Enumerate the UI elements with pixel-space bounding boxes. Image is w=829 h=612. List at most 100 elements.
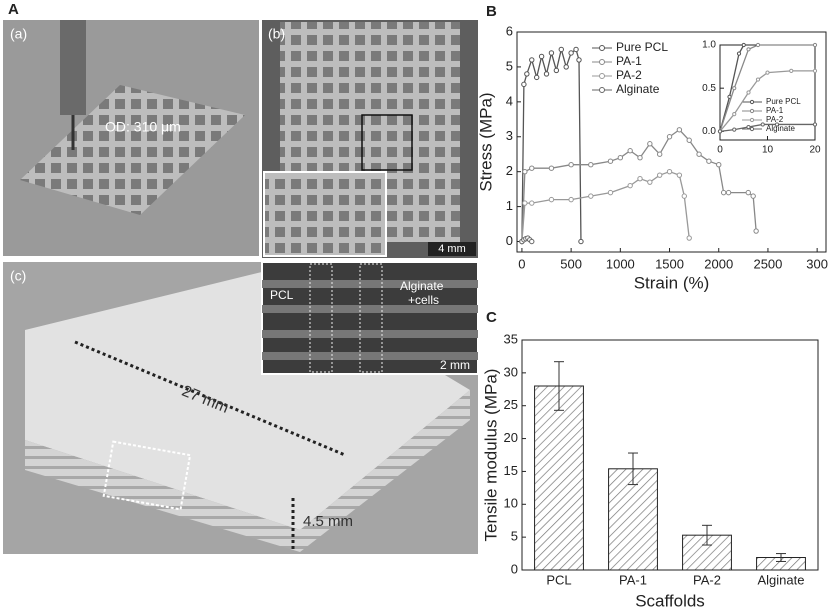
- point: [741, 42, 746, 48]
- point: [732, 111, 737, 117]
- point: [720, 189, 727, 196]
- y-tick-label: 0: [506, 233, 513, 248]
- legend-label: PA-2: [616, 68, 642, 82]
- x-axis-label: Scaffolds: [635, 591, 705, 610]
- legend-label: PA-1: [616, 54, 642, 68]
- x-tick-label: PA-1: [619, 572, 647, 587]
- y-tick-label: 2: [506, 163, 513, 178]
- point: [696, 151, 702, 157]
- point: [617, 155, 624, 161]
- scale-label: 2 mm: [440, 358, 470, 372]
- point: [753, 228, 759, 234]
- point: [676, 127, 683, 133]
- point: [529, 200, 535, 206]
- y-axis-label: Tensile modulus (MPa): [481, 369, 500, 542]
- point: [529, 238, 535, 245]
- point: [637, 175, 643, 182]
- x-tick-label: PA-2: [693, 572, 721, 587]
- y-axis-label: Stress (MPa): [476, 92, 495, 191]
- legend-marker: [749, 117, 755, 123]
- point: [760, 122, 765, 127]
- point: [548, 196, 555, 203]
- point: [647, 141, 653, 147]
- point: [812, 42, 818, 48]
- point: [627, 182, 633, 189]
- point: [522, 168, 528, 175]
- point: [746, 124, 751, 130]
- x-tick-label: 2000: [704, 256, 733, 271]
- panel-label: B: [486, 3, 497, 20]
- point: [732, 86, 737, 91]
- y-tick-label: 30: [504, 364, 518, 379]
- y-tick-label: 5: [511, 529, 518, 544]
- point: [548, 50, 555, 56]
- x-tick-label: PCL: [546, 572, 571, 587]
- point: [576, 57, 582, 63]
- x-tick-label: Alginate: [758, 572, 805, 587]
- bar: [608, 468, 658, 571]
- point: [553, 67, 560, 74]
- legend-marker: [749, 126, 755, 132]
- x-tick-label: 300: [806, 256, 828, 271]
- photo-d: PCL Alginate +cells 2 mm: [261, 261, 479, 375]
- photo-label: (a): [10, 26, 27, 42]
- point: [573, 46, 579, 53]
- point: [607, 158, 614, 164]
- point: [588, 161, 594, 168]
- legend-label: Alginate: [616, 82, 660, 96]
- series-line: [719, 44, 745, 132]
- point: [522, 200, 528, 206]
- point: [676, 172, 683, 178]
- point: [746, 90, 751, 95]
- point: [716, 161, 722, 168]
- point: [647, 179, 653, 185]
- y-tick-label: 3: [506, 128, 513, 143]
- series-line: [719, 123, 815, 133]
- point: [637, 155, 643, 161]
- point: [755, 77, 761, 82]
- legend-label: Alginate: [766, 124, 795, 133]
- point: [755, 42, 761, 48]
- y-tick-label: 0.5: [702, 83, 716, 94]
- x-tick-label: 1500: [655, 256, 684, 271]
- y-tick-label: 6: [506, 23, 513, 38]
- y-tick-label: 0.0: [702, 126, 716, 137]
- y-tick-label: 20: [504, 430, 518, 445]
- dimension: 4.5 mm: [303, 513, 353, 530]
- legend-marker: [599, 87, 605, 93]
- y-tick-label: 35: [504, 331, 518, 346]
- legend-label: PA-2: [766, 115, 784, 124]
- y-tick-label: 10: [504, 496, 518, 511]
- point: [789, 68, 794, 74]
- legend-label: Pure PCL: [766, 97, 801, 106]
- x-axis-label: Strain (%): [634, 273, 710, 292]
- annotation: +cells: [408, 293, 439, 307]
- point: [681, 193, 687, 199]
- y-tick-label: 5: [506, 58, 513, 73]
- legend-marker: [599, 45, 605, 51]
- point: [529, 57, 535, 63]
- y-tick-label: 15: [504, 463, 518, 478]
- y-tick-label: 1.0: [702, 40, 716, 51]
- x-tick-label: 2500: [753, 256, 782, 271]
- point: [725, 189, 732, 196]
- x-tick-label: 500: [560, 256, 582, 271]
- bar: [534, 385, 584, 571]
- point: [521, 81, 527, 88]
- point: [736, 51, 742, 56]
- point: [686, 137, 692, 143]
- point: [656, 151, 663, 157]
- legend-marker: [599, 73, 605, 79]
- y-tick-label: 1: [506, 198, 513, 213]
- point: [529, 165, 535, 171]
- point: [774, 122, 780, 127]
- point: [563, 64, 569, 70]
- point: [524, 71, 530, 77]
- point: [717, 129, 723, 134]
- legend-label: Pure PCL: [616, 40, 668, 54]
- photo-label: (c): [10, 268, 26, 284]
- point: [706, 158, 712, 164]
- point: [750, 193, 756, 199]
- point: [732, 127, 737, 132]
